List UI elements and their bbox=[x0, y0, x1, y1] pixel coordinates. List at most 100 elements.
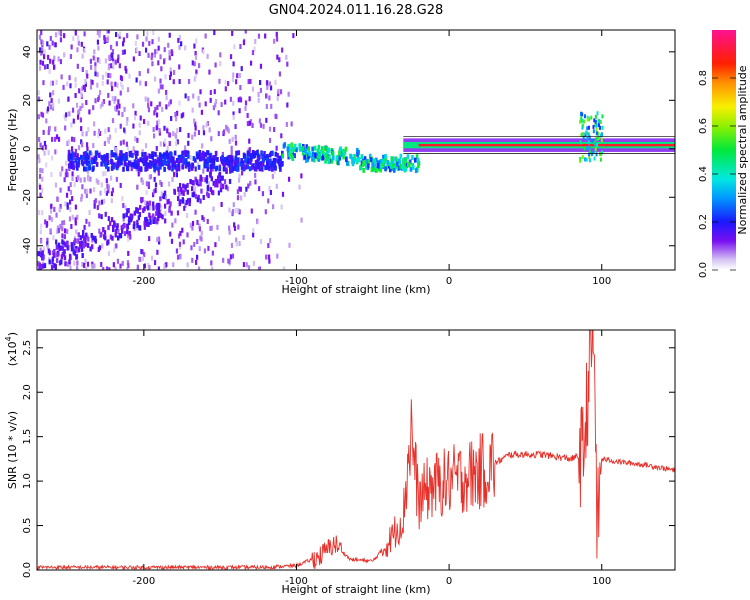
heatmap-cell bbox=[158, 127, 161, 133]
heatmap-cell bbox=[229, 254, 233, 260]
heatmap-cell bbox=[282, 266, 286, 270]
heatmap-cell bbox=[207, 245, 210, 251]
heatmap-cell bbox=[199, 181, 202, 187]
heatmap-cell bbox=[388, 167, 392, 173]
heatmap-cell bbox=[126, 87, 130, 93]
heatmap-cell bbox=[165, 262, 168, 268]
heatmap-cell bbox=[143, 224, 146, 230]
heatmap-cell bbox=[184, 160, 188, 166]
heatmap-cell bbox=[167, 181, 171, 187]
heatmap-cell bbox=[269, 190, 273, 196]
heatmap-cell bbox=[41, 47, 44, 53]
y-tick-label: -20 bbox=[22, 189, 33, 205]
heatmap-cell bbox=[55, 212, 58, 218]
heatmap-cell bbox=[136, 137, 139, 143]
heatmap-cell bbox=[107, 188, 110, 194]
heatmap-cell bbox=[125, 141, 128, 147]
heatmap-cell bbox=[250, 164, 254, 170]
heatmap-cell bbox=[70, 161, 73, 167]
heatmap-cell bbox=[208, 171, 212, 177]
heatmap-cell bbox=[258, 118, 261, 124]
y-tick-label: 1.5 bbox=[22, 429, 33, 445]
heatmap-cell bbox=[210, 266, 214, 270]
heatmap-cell bbox=[41, 187, 44, 193]
heatmap-cell bbox=[161, 106, 164, 112]
heatmap-cell bbox=[581, 123, 584, 128]
heatmap-cell bbox=[245, 186, 248, 192]
heatmap-cell bbox=[136, 158, 140, 164]
heatmap-cell bbox=[265, 117, 268, 123]
heatmap-cell bbox=[135, 207, 138, 213]
heatmap-cell bbox=[102, 267, 105, 270]
heatmap-cell bbox=[98, 30, 101, 35]
heatmap-cell bbox=[417, 160, 421, 166]
heatmap-cell bbox=[595, 127, 598, 132]
heatmap-cell bbox=[224, 99, 227, 105]
heatmap-cell bbox=[126, 229, 129, 235]
heatmap-cell bbox=[107, 225, 110, 231]
heatmap-cell bbox=[109, 153, 112, 159]
heatmap-cell bbox=[212, 180, 215, 186]
heatmap-cell bbox=[81, 103, 84, 109]
y-tick-label: 0.5 bbox=[22, 518, 33, 534]
heatmap-cell bbox=[179, 187, 183, 193]
heatmap-cell bbox=[266, 84, 269, 90]
heatmap-cell bbox=[73, 238, 77, 244]
heatmap-cell bbox=[189, 179, 193, 185]
heatmap-cell bbox=[105, 178, 108, 184]
heatmap-cell bbox=[394, 163, 397, 169]
heatmap-cell bbox=[234, 140, 238, 146]
heatmap-cell bbox=[594, 114, 597, 119]
heatmap-cell bbox=[191, 257, 194, 263]
heatmap-cell bbox=[579, 119, 582, 124]
heatmap-cell bbox=[148, 200, 152, 206]
heatmap-cell bbox=[73, 137, 76, 143]
heatmap-cell bbox=[177, 37, 180, 43]
heatmap-cell bbox=[117, 110, 120, 116]
heatmap-cell bbox=[234, 207, 237, 213]
heatmap-cell bbox=[219, 156, 223, 162]
heatmap-cell bbox=[125, 120, 129, 126]
heatmap-cell bbox=[125, 212, 128, 218]
heatmap-cell bbox=[233, 222, 236, 228]
heatmap-cell bbox=[350, 154, 353, 160]
heatmap-cell bbox=[68, 216, 72, 222]
heatmap-cell bbox=[182, 183, 185, 189]
heatmap-cell bbox=[57, 56, 60, 62]
heatmap-cell bbox=[81, 66, 84, 72]
heatmap-cell bbox=[78, 88, 81, 94]
heatmap-cell bbox=[64, 261, 67, 267]
heatmap-cell bbox=[123, 106, 126, 112]
heatmap-cell bbox=[365, 164, 368, 170]
heatmap-cell bbox=[39, 229, 42, 235]
heatmap-cell bbox=[286, 102, 289, 108]
heatmap-cell bbox=[392, 167, 396, 173]
heatmap-cell bbox=[85, 218, 88, 224]
heatmap-cell bbox=[136, 207, 139, 213]
heatmap-cell bbox=[107, 216, 110, 222]
heatmap-cell bbox=[308, 151, 311, 157]
heatmap-cell bbox=[98, 228, 101, 234]
heatmap-cell bbox=[81, 233, 85, 239]
heatmap-cell bbox=[293, 153, 296, 159]
heatmap-cell bbox=[210, 157, 214, 163]
heatmap-cell bbox=[47, 130, 50, 136]
heatmap-cell bbox=[224, 86, 227, 92]
heatmap-cell bbox=[144, 162, 148, 168]
heatmap-cell bbox=[148, 212, 151, 218]
heatmap-cell bbox=[100, 182, 103, 188]
heatmap-cell bbox=[110, 191, 114, 197]
heatmap-cell bbox=[97, 128, 101, 134]
heatmap-cell bbox=[46, 41, 49, 47]
heatmap-cell bbox=[316, 148, 320, 154]
heatmap-cell bbox=[38, 173, 42, 179]
y-tick-label: 20 bbox=[22, 94, 33, 107]
heatmap-cell bbox=[79, 117, 83, 123]
heatmap-cell bbox=[234, 134, 237, 140]
heatmap-cell bbox=[133, 159, 137, 165]
heatmap-cell bbox=[164, 218, 167, 224]
heatmap-cell bbox=[160, 66, 163, 72]
heatmap-cell bbox=[39, 268, 42, 270]
heatmap-cell bbox=[360, 154, 364, 160]
heatmap-cell bbox=[580, 116, 583, 121]
